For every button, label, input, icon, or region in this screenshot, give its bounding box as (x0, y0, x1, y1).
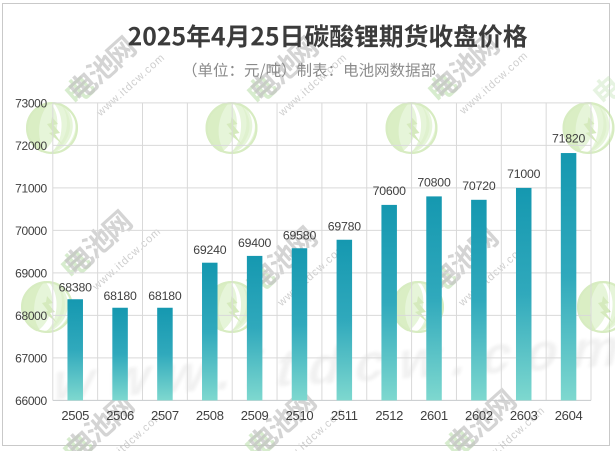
svg-text:69000: 69000 (15, 267, 47, 281)
svg-text:2505: 2505 (61, 408, 89, 423)
svg-text:68380: 68380 (59, 280, 93, 294)
svg-text:66000: 66000 (15, 394, 47, 408)
svg-text:2509: 2509 (241, 408, 269, 423)
svg-text:2604: 2604 (555, 408, 583, 423)
svg-text:69580: 69580 (283, 228, 317, 242)
svg-text:70600: 70600 (373, 184, 407, 198)
svg-text:71000: 71000 (15, 182, 47, 196)
svg-text:2602: 2602 (465, 408, 493, 423)
svg-text:71820: 71820 (552, 131, 586, 145)
svg-text:68180: 68180 (103, 289, 137, 303)
svg-text:73000: 73000 (15, 97, 47, 111)
svg-text:2511: 2511 (331, 408, 358, 423)
svg-text:2603: 2603 (510, 408, 538, 423)
svg-text:69780: 69780 (328, 220, 362, 234)
svg-text:70720: 70720 (462, 179, 496, 193)
svg-text:68180: 68180 (148, 289, 182, 303)
svg-text:2507: 2507 (151, 408, 179, 423)
svg-text:71000: 71000 (507, 167, 541, 181)
svg-text:69400: 69400 (238, 236, 272, 250)
svg-text:2508: 2508 (196, 408, 224, 423)
svg-text:69240: 69240 (193, 243, 227, 257)
svg-text:2512: 2512 (375, 408, 403, 423)
svg-text:70800: 70800 (417, 176, 451, 190)
svg-text:67000: 67000 (15, 352, 47, 366)
svg-text:2601: 2601 (420, 408, 448, 423)
svg-text:2510: 2510 (286, 408, 314, 423)
svg-text:68000: 68000 (15, 309, 47, 323)
svg-text:2506: 2506 (106, 408, 134, 423)
svg-text:72000: 72000 (15, 139, 47, 153)
svg-text:70000: 70000 (15, 224, 47, 238)
